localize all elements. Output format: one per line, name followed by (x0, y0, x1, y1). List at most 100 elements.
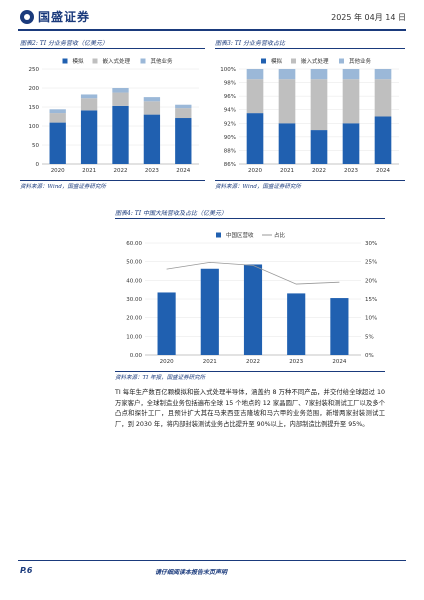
fig4-ytick-left-2: 20.00 (126, 316, 142, 322)
fig3-legend-swatch-0 (261, 58, 266, 64)
disclaimer-note: 请仔细阅读本报告末页声明 (155, 569, 228, 576)
fig3-bar-1-0 (246, 79, 264, 114)
fig4-xtick-3: 2023 (289, 359, 303, 365)
fig4-ytick-left-3: 30.00 (126, 297, 142, 303)
fig2-bar-1-4 (175, 108, 192, 119)
fig2-legend-swatch-0 (62, 58, 68, 64)
fig2-bar-0-3 (143, 114, 161, 164)
fig3-ytick-0: 86% (224, 162, 236, 168)
fig4-ytick-right-3: 15% (365, 297, 377, 303)
figure-2-source: 资料来源：Wind，国盛证券研究所 (20, 180, 205, 190)
fig2-legend-label-1: 嵌入式处理 (103, 57, 131, 65)
fig3-xtick-2: 2022 (312, 168, 326, 174)
fig2-bar-1-3 (143, 101, 161, 115)
footer-divider (18, 560, 406, 561)
fig2-bar-2-2 (112, 88, 129, 93)
fig2-bar-0-1 (80, 110, 98, 164)
fig4-ytick-right-6: 30% (365, 241, 377, 247)
figure-3-chart: 模拟 嵌入式处理 其他业务 86% 88% 90% 92% 94% 96% 98% 100% 2020… (220, 57, 399, 174)
fig2-bar-0-0 (49, 122, 66, 164)
fig4-legend-swatch-0 (216, 232, 221, 238)
fig3-bar-2-4 (374, 69, 392, 80)
fig3-xtick-0: 2020 (248, 168, 262, 174)
fig4-bar-1 (200, 268, 219, 355)
logo-text: 国盛证券 (38, 10, 91, 24)
figure-2-chart: 模拟 嵌入式处理 其他业务 0 50 100 150 200 250 2020 2021 2022 20… (29, 57, 199, 174)
fig2-ytick-5: 250 (29, 67, 40, 73)
fig4-xtick-2: 2022 (246, 359, 260, 365)
fig4-legend-label-0: 中国区营收 (226, 231, 254, 239)
figure-3-source: 资料来源：Wind，国盛证券研究所 (215, 180, 405, 190)
figure-2: 图表2: TI 分业务营收（亿美元） 模拟 嵌入式处理 其他业务 0 50 100 150 2… (20, 38, 205, 190)
fig3-bar-0-3 (342, 123, 360, 164)
fig4-ytick-left-6: 60.00 (126, 241, 142, 247)
fig4-bar-0 (157, 292, 176, 355)
fig2-xtick-1: 2021 (82, 168, 96, 174)
fig3-ytick-7: 100% (220, 67, 236, 73)
fig3-ytick-3: 92% (224, 121, 236, 127)
fig4-bar-2 (243, 264, 263, 355)
fig4-ytick-left-5: 50.00 (126, 260, 142, 266)
figure-4-title: 图表4: TI 中国大陆营收及占比（亿美元） (115, 208, 385, 219)
body-paragraph: TI 每年生产数百亿颗模拟和嵌入式处理半导体，涵盖约 8 万种不同产品，并交付给… (115, 389, 385, 428)
fig2-bar-2-4 (175, 104, 192, 109)
fig2-ytick-4: 200 (29, 86, 40, 92)
fig3-ytick-4: 94% (224, 108, 236, 114)
header-divider (18, 29, 406, 31)
fig2-ytick-0: 0 (36, 162, 40, 168)
fig3-legend-swatch-1 (291, 58, 296, 64)
fig3-bar-0-0 (246, 113, 264, 164)
page-number: P.6 (20, 566, 33, 575)
fig2-bar-2-0 (49, 109, 66, 114)
figure-2-title: 图表2: TI 分业务营收（亿美元） (20, 38, 205, 49)
fig2-xtick-3: 2023 (145, 168, 159, 174)
fig3-ytick-5: 96% (224, 94, 236, 100)
fig3-ytick-6: 98% (224, 81, 236, 87)
figure-4-chart: 中国区营收 占比 0.00 10.00 20.00 30.00 40.00 50.00 60.0… (126, 231, 377, 365)
report-date: 2025 年 04月 14 日 (331, 13, 406, 22)
fig3-bar-2-2 (310, 69, 328, 80)
fig3-legend-label-2: 其他业务 (349, 57, 372, 65)
fig4-xtick-1: 2021 (203, 359, 217, 365)
fig4-bar-3 (287, 293, 306, 355)
figure-3: 图表3: TI 分业务营收占比 模拟 嵌入式处理 其他业务 86% 88% 90% 92% 9… (215, 38, 405, 190)
fig3-legend-label-1: 嵌入式处理 (301, 57, 329, 65)
fig4-bar-4 (330, 298, 349, 355)
fig3-bar-0-1 (278, 123, 296, 164)
fig4-ytick-right-2: 10% (365, 316, 377, 322)
fig2-bar-1-1 (80, 98, 98, 111)
fig2-ytick-2: 100 (29, 124, 40, 130)
fig2-bar-2-1 (80, 94, 98, 99)
fig2-legend-swatch-2 (140, 58, 146, 64)
fig2-legend-label-2: 其他业务 (151, 57, 174, 65)
logo-icon (20, 9, 34, 24)
fig4-ytick-right-0: 0% (365, 353, 374, 359)
fig4-xtick-4: 2024 (332, 359, 346, 365)
fig2-bar-1-0 (49, 113, 66, 123)
fig3-xtick-1: 2021 (280, 168, 294, 174)
logo: 国盛证券 (20, 8, 90, 25)
fig3-ytick-1: 88% (224, 148, 236, 154)
fig2-bar-2-3 (143, 97, 161, 102)
fig2-xtick-4: 2024 (176, 168, 190, 174)
fig4-ytick-right-5: 25% (365, 260, 377, 266)
fig2-legend-swatch-1 (92, 58, 98, 64)
fig3-legend-label-0: 模拟 (271, 57, 283, 65)
fig2-bar-0-4 (175, 118, 192, 164)
fig3-bar-1-4 (374, 79, 392, 117)
fig2-ytick-1: 50 (32, 143, 39, 149)
figure-4-source: 资料来源：TI 年报，国盛证券研究所 (115, 371, 385, 381)
page-header: 国盛证券 2025 年 04月 14 日 (0, 0, 424, 31)
fig3-legend-swatch-2 (339, 58, 344, 64)
fig3-bar-1-3 (342, 79, 360, 124)
fig4-xtick-0: 2020 (160, 359, 174, 365)
fig3-bar-2-3 (342, 69, 360, 80)
fig3-bar-0-2 (310, 130, 328, 164)
fig3-bar-2-0 (246, 69, 264, 80)
fig3-bar-1-1 (278, 79, 296, 124)
fig3-xtick-3: 2023 (344, 168, 358, 174)
fig3-bar-1-2 (310, 79, 328, 131)
figure-3-title: 图表3: TI 分业务营收占比 (215, 38, 405, 49)
fig2-xtick-0: 2020 (51, 168, 65, 174)
fig3-bar-0-4 (374, 116, 392, 164)
